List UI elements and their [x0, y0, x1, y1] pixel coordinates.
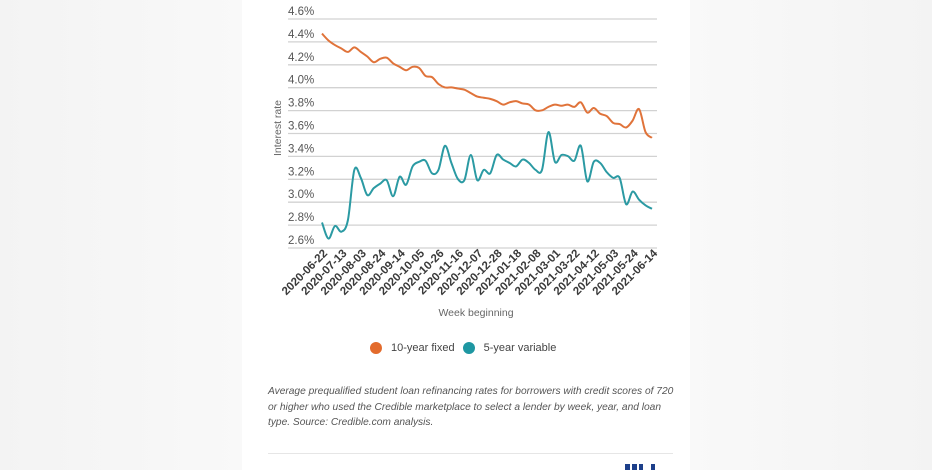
y-tick-label: 4.2% [288, 52, 314, 64]
legend-label: 5-year variable [483, 342, 557, 354]
y-tick-label: 4.6% [288, 6, 314, 18]
y-tick-label: 2.6% [288, 235, 314, 247]
legend-label: 10-year fixed [391, 342, 455, 354]
legend-swatch-orange [370, 342, 382, 354]
y-tick-label: 3.8% [288, 98, 314, 110]
series-lines [321, 32, 653, 240]
grid-lines [288, 18, 657, 249]
y-tick-label: 3.0% [288, 189, 314, 201]
chart-panel [242, 0, 690, 470]
y-tick-label: 4.4% [288, 29, 314, 41]
y-tick-label: 3.4% [288, 143, 314, 155]
brand-logo-fragment [625, 464, 665, 470]
legend-swatch-teal [462, 342, 475, 354]
line-chart: 2.6% 2.8% 3.0% 3.2% 3.4% 3.6% 3.8% 4.0% 4.2% 4.4%… [272, 6, 661, 319]
y-tick-label: 3.2% [288, 166, 314, 178]
series-line-5-year-variable [321, 131, 653, 240]
footer-divider [268, 453, 673, 454]
y-axis-title: Interest rate [272, 100, 284, 156]
legend: 10-year fixed 5-year variable [370, 342, 564, 354]
chart-caption: Average prequalified student loan refina… [268, 386, 674, 428]
legend-item-10-year-fixed[interactable]: 10-year fixed [370, 342, 455, 354]
series-line-10-year-fixed [321, 32, 653, 139]
y-tick-label: 3.6% [288, 121, 314, 133]
x-axis-ticks: 2020-06-222020-07-132020-08-032020-08-24… [280, 247, 661, 298]
background-right [690, 0, 932, 470]
y-tick-label: 4.0% [288, 75, 314, 87]
y-tick-label: 2.8% [288, 212, 314, 224]
background-left [0, 0, 242, 470]
x-axis-title: Week beginning [438, 307, 513, 319]
legend-item-5-year-variable[interactable]: 5-year variable [462, 342, 557, 354]
y-axis-ticks: 2.6% 2.8% 3.0% 3.2% 3.4% 3.6% 3.8% 4.0% 4.2% 4.4%… [288, 6, 314, 247]
